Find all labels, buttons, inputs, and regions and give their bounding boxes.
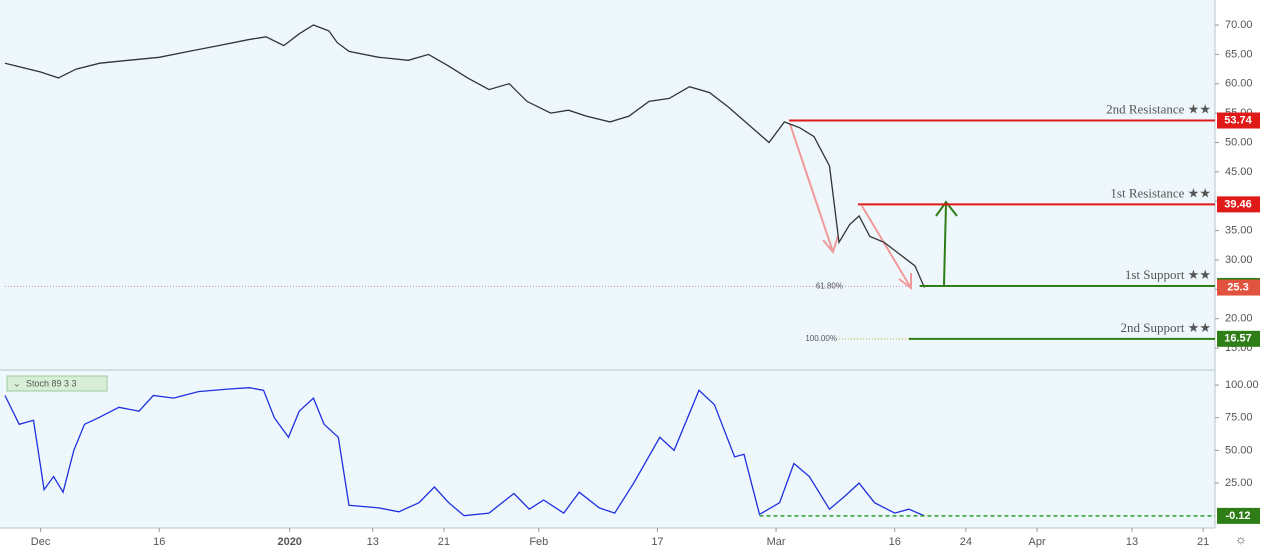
- y-tick-label: 60.00: [1225, 78, 1253, 90]
- x-tick-label: 21: [438, 536, 450, 548]
- indicator-legend[interactable]: ⌄ Stoch 89 3 3: [6, 375, 108, 392]
- level-badge-label: 53.74: [1224, 114, 1252, 126]
- x-tick-label: 21: [1197, 536, 1209, 548]
- indicator-title: Stoch 89 3 3: [26, 378, 77, 388]
- level-badge-label: 16.57: [1224, 333, 1252, 345]
- y-tick-label: 50.00: [1225, 444, 1253, 456]
- y-tick-label: 25.00: [1225, 477, 1253, 489]
- x-tick-label: 13: [367, 536, 379, 548]
- level-badge: [1217, 330, 1260, 347]
- x-tick-label: 16: [889, 536, 901, 548]
- y-tick-label: 100.00: [1225, 379, 1259, 391]
- level-label: 1st Resistance ★★: [1110, 185, 1211, 200]
- y-tick-label: 35.00: [1225, 224, 1253, 236]
- last-price-badge-label: 25.3: [1227, 281, 1248, 293]
- arrows: [789, 123, 958, 290]
- x-tick-label: Feb: [529, 536, 548, 548]
- y-tick-label: 45.00: [1225, 166, 1253, 178]
- y-tick-label: 70.00: [1225, 19, 1253, 31]
- collapse-icon: ⌄: [13, 378, 21, 388]
- fib-label: 100.00%: [805, 334, 837, 343]
- stoch-value-badge-label: -0.12: [1225, 510, 1250, 522]
- x-tick-label: 24: [960, 536, 972, 548]
- data-line: [4, 387, 925, 517]
- y-tick-label: 20.00: [1225, 313, 1253, 325]
- x-tick-label: Mar: [767, 536, 786, 548]
- y-tick-label: 75.00: [1225, 412, 1253, 424]
- level-badge-label: 39.46: [1224, 198, 1252, 210]
- y-tick-label: 30.00: [1225, 254, 1253, 266]
- level-label: 1st Support ★★: [1125, 267, 1211, 282]
- x-tick-label: Apr: [1028, 536, 1045, 548]
- data-line: [4, 24, 925, 288]
- level-badge: [1217, 196, 1260, 213]
- fib-label: 61.80%: [816, 281, 843, 290]
- settings-icon[interactable]: ☼: [1235, 531, 1247, 546]
- x-tick-label: 2020: [277, 536, 301, 548]
- level-label: 2nd Support ★★: [1121, 320, 1211, 335]
- last-price-badge: [1217, 279, 1260, 296]
- x-tick-label: Dec: [31, 536, 51, 548]
- plot-background: [0, 0, 1215, 528]
- level-label: 2nd Resistance ★★: [1106, 101, 1211, 116]
- level-badge: [1217, 112, 1260, 129]
- x-tick-label: 13: [1126, 536, 1138, 548]
- x-tick-label: 17: [651, 536, 663, 548]
- x-tick-label: 16: [153, 536, 165, 548]
- y-tick-label: 50.00: [1225, 136, 1253, 148]
- stoch-value-badge: [1217, 507, 1260, 524]
- y-tick-label: 65.00: [1225, 48, 1253, 60]
